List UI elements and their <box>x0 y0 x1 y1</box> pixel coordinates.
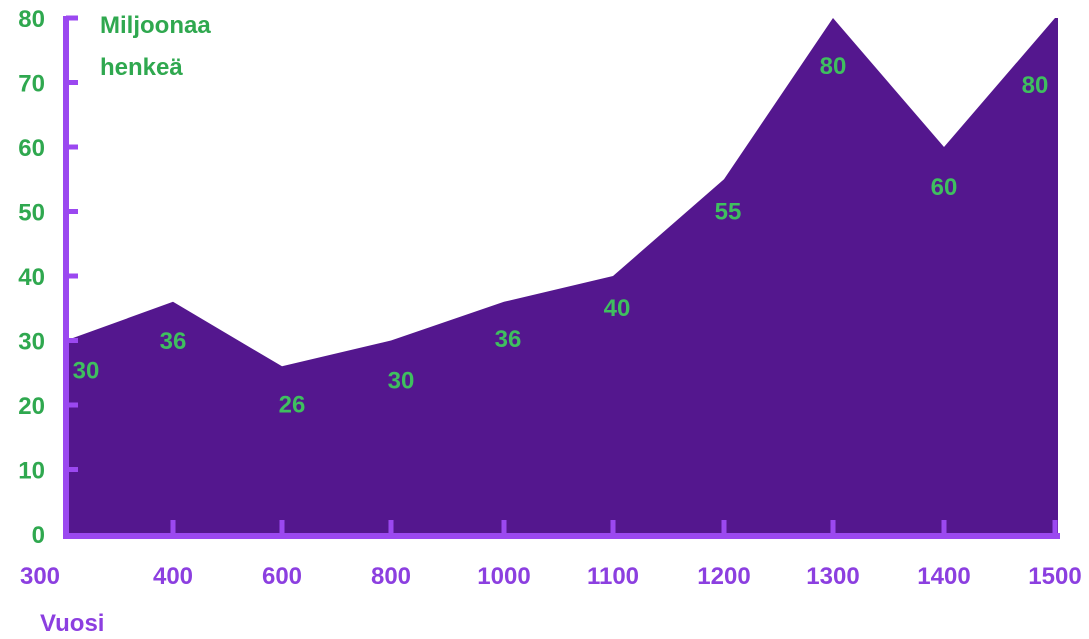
x-tick-label: 800 <box>371 563 411 590</box>
x-tick-label: 1400 <box>917 563 970 590</box>
x-tick-label: 1200 <box>697 563 750 590</box>
data-label: 55 <box>715 198 742 225</box>
x-axis-title: Vuosi <box>40 610 104 637</box>
data-label: 30 <box>73 358 100 385</box>
population-area <box>66 18 1058 534</box>
data-label: 40 <box>604 295 631 322</box>
data-label: 80 <box>1022 72 1049 99</box>
data-labels: 30 36 26 30 36 40 55 80 60 80 <box>73 53 1049 418</box>
y-tick-label: 40 <box>18 264 45 291</box>
y-axis-title-line-2: henkeä <box>100 54 183 81</box>
x-tick-label: 1100 <box>587 563 639 590</box>
y-tick-label: 20 <box>18 393 45 420</box>
y-axis-ticks: 0 10 20 30 40 50 60 70 80 <box>18 6 78 549</box>
y-tick-label: 80 <box>18 6 45 33</box>
data-label: 26 <box>279 391 306 418</box>
data-label: 36 <box>495 326 522 353</box>
x-tick-label: 1300 <box>806 563 859 590</box>
data-label: 30 <box>388 368 415 395</box>
y-tick-label: 50 <box>18 200 45 227</box>
y-axis-title-line-1: Miljoonaa <box>100 12 211 39</box>
data-label: 80 <box>820 53 847 80</box>
data-label: 36 <box>160 328 187 355</box>
x-tick-label: 1500 <box>1028 563 1081 590</box>
x-tick-label: 1000 <box>477 563 530 590</box>
y-tick-label: 30 <box>18 329 45 356</box>
y-tick-label: 0 <box>32 522 45 549</box>
y-tick-label: 10 <box>18 458 45 485</box>
x-tick-label: 400 <box>153 563 193 590</box>
data-label: 60 <box>931 174 958 201</box>
x-tick-label: 600 <box>262 563 302 590</box>
x-axis-ticks: 300 400 600 800 1000 1100 1200 1300 1400 1500 <box>20 520 1082 590</box>
y-tick-label: 60 <box>18 135 45 162</box>
x-tick-label: 300 <box>20 563 60 590</box>
y-tick-label: 70 <box>18 71 45 98</box>
